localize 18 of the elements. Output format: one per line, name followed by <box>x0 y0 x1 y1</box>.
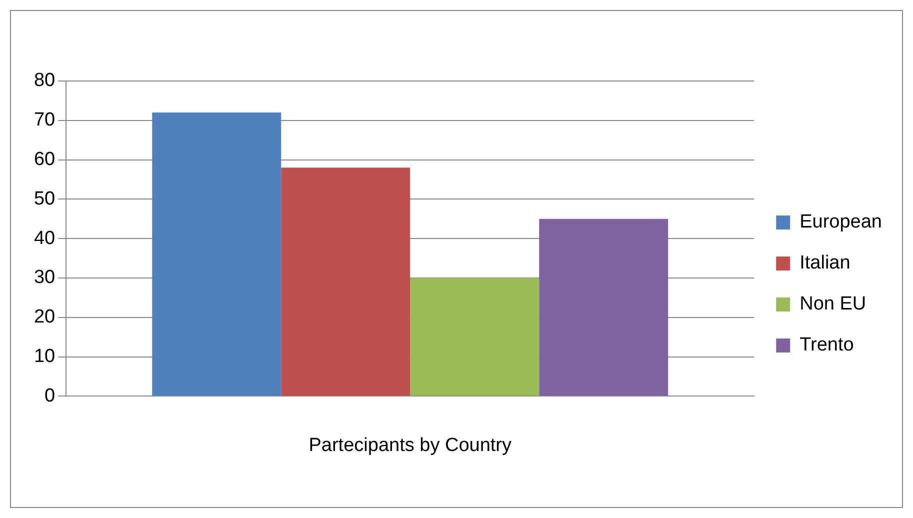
bar <box>152 112 282 396</box>
legend-label: Non EU <box>800 294 866 315</box>
y-tick-label: 20 <box>34 306 56 328</box>
y-tick-label: 0 <box>44 385 56 406</box>
y-tick-label: 30 <box>34 267 56 288</box>
bar <box>539 218 668 396</box>
bar <box>410 278 540 396</box>
y-tick-label: 10 <box>34 346 56 368</box>
y-tick-label: 40 <box>34 228 56 249</box>
x-tick-label: Partecipants by Country <box>308 434 512 456</box>
legend-label: Italian <box>800 252 850 274</box>
y-tick-label: 50 <box>34 188 56 210</box>
y-tick-label: 80 <box>34 70 56 92</box>
legend-label: European <box>800 212 882 233</box>
legend-label: Trento <box>800 334 854 356</box>
bar <box>281 168 410 396</box>
y-tick-label: 70 <box>34 110 56 131</box>
y-tick-label: 60 <box>34 149 56 170</box>
